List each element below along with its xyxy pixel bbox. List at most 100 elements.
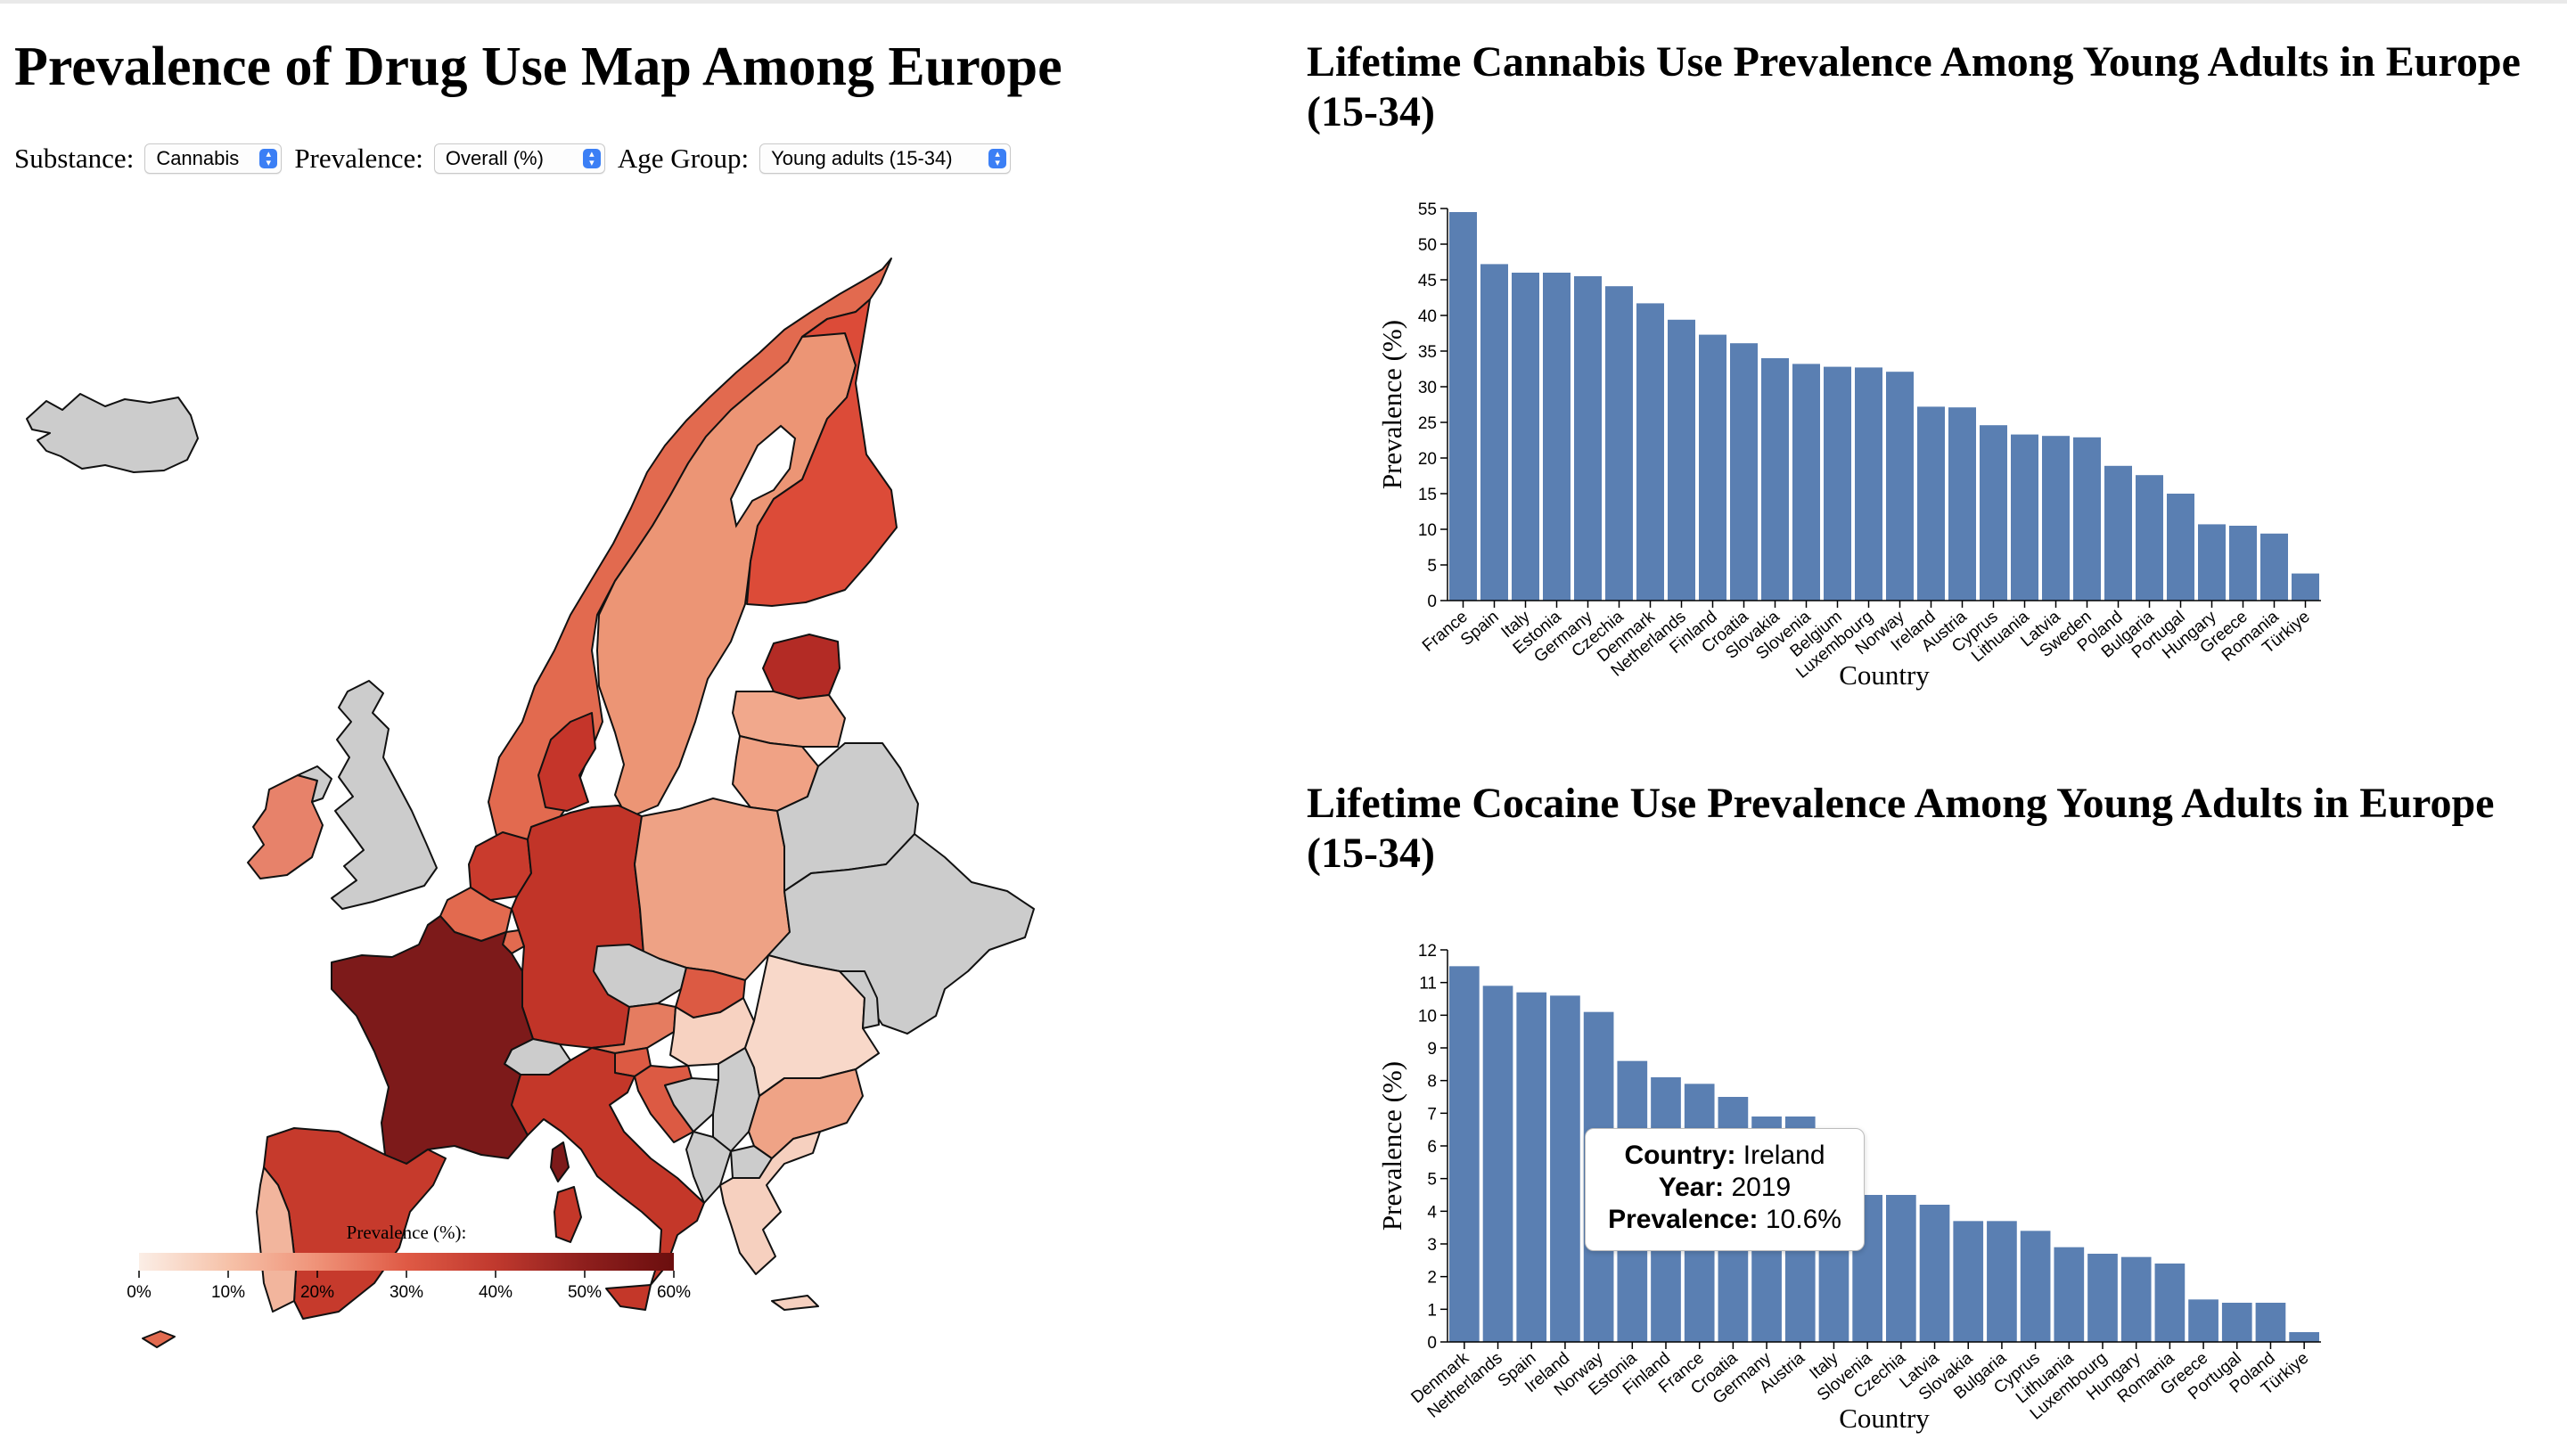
bar-latvia[interactable]: [1919, 1205, 1950, 1342]
bar-greece[interactable]: [2229, 526, 2257, 601]
select-arrows-icon: ▴ ▾: [988, 149, 1007, 168]
country-greece-crete[interactable]: [771, 1295, 819, 1311]
bar-poland[interactable]: [2255, 1303, 2286, 1342]
country-iceland[interactable]: [26, 393, 199, 473]
bar-slovakia[interactable]: [1953, 1221, 1984, 1342]
bar-norway[interactable]: [1886, 372, 1914, 601]
country-finland[interactable]: [746, 299, 898, 607]
bar-luxembourg[interactable]: [1855, 367, 1882, 601]
bar-latvia[interactable]: [2042, 436, 2070, 601]
country-poland[interactable]: [634, 798, 791, 981]
bar-poland[interactable]: [2104, 465, 2132, 601]
country-france[interactable]: [331, 915, 534, 1165]
y-tick-label: 7: [1427, 1105, 1437, 1124]
bar-sweden[interactable]: [2073, 437, 2101, 601]
bar-slovakia[interactable]: [1761, 358, 1789, 601]
country-cyprus[interactable]: [142, 1330, 176, 1348]
age-group-select-value: Young adults (15-34): [771, 147, 953, 169]
bar-cyprus[interactable]: [2020, 1231, 2051, 1342]
bar-belgium[interactable]: [1824, 366, 1851, 601]
cocaine-bar-chart: 0123456789101112DenmarkNetherlandsSpainI…: [1376, 942, 2321, 1434]
bar-slovenia[interactable]: [1792, 364, 1820, 601]
select-arrows-icon: ▴ ▾: [582, 149, 601, 168]
bar-hungary[interactable]: [2198, 524, 2226, 601]
bar-denmark[interactable]: [1636, 303, 1664, 601]
bar-spain[interactable]: [1480, 264, 1508, 601]
map-legend: Prevalence (%): 0% 10% 20% 30% 40% 50% 60%: [127, 1222, 691, 1302]
bar-lithuania[interactable]: [2054, 1247, 2085, 1342]
country-france-corsica[interactable]: [550, 1141, 570, 1182]
bar-romania[interactable]: [2260, 533, 2288, 601]
legend-tick-label: 0%: [127, 1283, 152, 1302]
bar-netherlands[interactable]: [1668, 319, 1695, 601]
bar-cyprus[interactable]: [1980, 425, 2007, 601]
legend-tick-label: 20%: [300, 1283, 334, 1302]
country-denmark[interactable]: [537, 712, 596, 812]
cocaine-chart-title: Lifetime Cocaine Use Prevalence Among Yo…: [1307, 780, 2495, 877]
legend-ticks: 0% 10% 20% 30% 40% 50% 60%: [127, 1271, 691, 1302]
country-uk-ni[interactable]: [297, 765, 332, 803]
country-greece[interactable]: [719, 1131, 821, 1275]
country-latvia[interactable]: [732, 691, 846, 748]
bar-spain[interactable]: [1516, 992, 1547, 1342]
bar-denmark[interactable]: [1449, 966, 1480, 1342]
bar-bulgaria[interactable]: [2136, 475, 2163, 601]
country-portugal[interactable]: [256, 1166, 297, 1313]
y-tick-label: 6: [1427, 1138, 1437, 1157]
legend-tick-label: 60%: [657, 1283, 691, 1302]
y-tick-label: 8: [1427, 1073, 1437, 1092]
country-italy[interactable]: [511, 1047, 705, 1286]
bar-luxembourg[interactable]: [2087, 1254, 2118, 1342]
bar-trkiye[interactable]: [2289, 1332, 2319, 1342]
bar-portugal[interactable]: [2221, 1303, 2252, 1342]
select-arrows-icon: ▴ ▾: [259, 149, 278, 168]
bar-finland[interactable]: [1699, 334, 1726, 601]
substance-select[interactable]: Cannabis ▴ ▾: [144, 143, 283, 174]
bar-czechia[interactable]: [1605, 286, 1633, 601]
country-norway[interactable]: [488, 258, 892, 853]
bar-ireland[interactable]: [1917, 406, 1945, 601]
y-tick-label: 0: [1427, 593, 1437, 611]
y-tick-label: 9: [1427, 1040, 1437, 1059]
country-czechia[interactable]: [593, 944, 687, 1008]
country-united-kingdom[interactable]: [331, 680, 438, 910]
bar-bulgaria[interactable]: [1987, 1221, 2017, 1342]
gulf-of-bothnia: [729, 424, 797, 528]
bar-trkiye[interactable]: [2292, 573, 2319, 601]
bar-tooltip: Country: Ireland Year: 2019 Prevalence: …: [1585, 1128, 1865, 1251]
bar-estonia[interactable]: [1543, 273, 1571, 601]
country-italy-sardinia[interactable]: [554, 1186, 582, 1243]
europe-choropleth-map[interactable]: [0, 187, 1052, 1372]
bar-portugal[interactable]: [2167, 494, 2194, 601]
substance-select-value: Cannabis: [156, 147, 240, 169]
y-tick-label: 50: [1418, 236, 1437, 255]
y-axis-title: Prevalence (%): [1376, 320, 1407, 489]
bar-germany[interactable]: [1574, 276, 1602, 601]
y-tick-label: 4: [1427, 1203, 1437, 1222]
bar-lithuania[interactable]: [2011, 434, 2038, 601]
bar-romania[interactable]: [2154, 1264, 2186, 1342]
bar-croatia[interactable]: [1730, 343, 1758, 601]
bar-hungary[interactable]: [2120, 1256, 2152, 1342]
cannabis-bar-chart: 0510152025303540455055FranceSpainItalyEs…: [1376, 200, 2321, 691]
country-estonia[interactable]: [762, 634, 841, 699]
country-moldova[interactable]: [839, 970, 880, 1029]
bar-italy[interactable]: [1512, 273, 1539, 601]
bar-france[interactable]: [1449, 212, 1477, 601]
bar-netherlands[interactable]: [1482, 986, 1513, 1342]
legend-color-bar: [139, 1253, 674, 1271]
country-ireland[interactable]: [247, 774, 324, 879]
country-italy-sicily[interactable]: [605, 1284, 652, 1311]
country-bulgaria[interactable]: [748, 1068, 864, 1159]
y-tick-label: 11: [1419, 975, 1437, 994]
country-romania[interactable]: [744, 954, 880, 1097]
age-group-select[interactable]: Young adults (15-34) ▴ ▾: [759, 143, 1012, 174]
bar-czechia[interactable]: [1886, 1195, 1916, 1342]
prevalence-select[interactable]: Overall (%) ▴ ▾: [433, 143, 605, 174]
x-axis-title: Country: [1839, 659, 1930, 691]
bar-ireland[interactable]: [1550, 995, 1580, 1342]
bar-greece[interactable]: [2188, 1299, 2218, 1342]
bar-austria[interactable]: [1948, 407, 1976, 601]
y-tick-label: 10: [1418, 521, 1437, 540]
y-tick-label: 5: [1427, 1171, 1437, 1190]
